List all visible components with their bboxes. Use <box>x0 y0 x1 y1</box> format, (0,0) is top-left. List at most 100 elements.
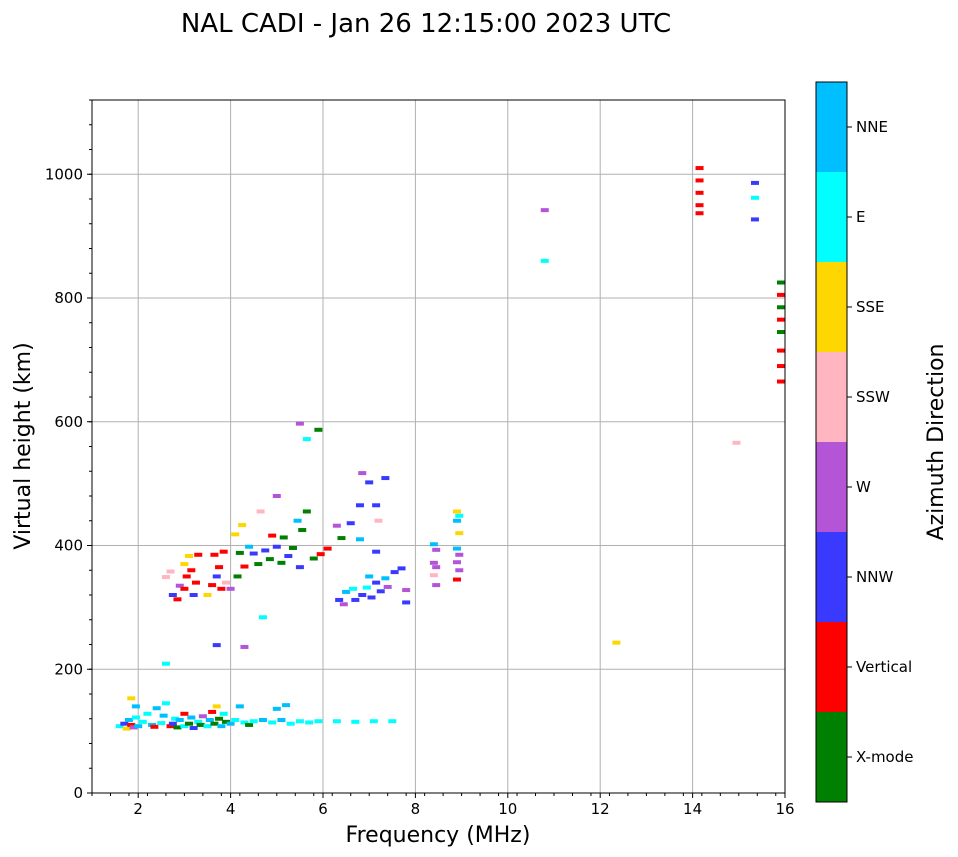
data-point <box>217 586 226 591</box>
data-point <box>272 494 281 498</box>
data-point <box>432 565 441 570</box>
data-point <box>695 211 704 216</box>
plot-frame <box>91 99 786 794</box>
grid-lines <box>92 100 786 793</box>
colorbar: X-mode Vertical NNW W SSW SSE E NNE <box>815 81 913 803</box>
data-point <box>189 726 198 731</box>
data-point <box>314 427 323 432</box>
data-point <box>309 556 318 561</box>
data-point <box>335 597 344 602</box>
data-point <box>355 503 364 508</box>
data-point <box>208 709 217 714</box>
axes: 2 4 6 8 10 12 14 16 0 200 400 600 800 1000 <box>45 99 795 818</box>
data-point <box>231 532 240 537</box>
data-point <box>194 552 203 557</box>
data-point <box>120 721 129 726</box>
data-point <box>166 569 175 574</box>
data-point <box>372 503 381 508</box>
data-point <box>365 480 374 485</box>
data-point <box>351 597 360 602</box>
data-point <box>314 719 323 724</box>
data-point <box>429 542 438 547</box>
data-point <box>358 471 367 476</box>
x-tick-label: 4 <box>226 800 236 818</box>
data-point <box>316 552 325 557</box>
data-point <box>185 554 194 559</box>
colorbar-segment <box>816 442 847 532</box>
x-tick-label: 14 <box>683 800 702 818</box>
data-point <box>180 711 189 716</box>
data-point <box>293 518 302 523</box>
data-point <box>240 720 249 725</box>
data-point <box>367 595 376 600</box>
x-tick-label: 8 <box>411 800 421 818</box>
colorbar-segment <box>816 82 847 172</box>
data-point <box>231 717 240 722</box>
data-point <box>282 703 291 708</box>
data-point <box>150 724 159 729</box>
data-point <box>205 717 214 722</box>
data-point <box>173 725 182 730</box>
data-point <box>203 593 212 597</box>
data-point <box>212 704 221 709</box>
data-point <box>175 717 184 722</box>
data-point <box>185 721 194 726</box>
data-point <box>777 292 785 297</box>
data-point <box>695 190 704 195</box>
data-point <box>295 719 304 724</box>
colorbar-frame <box>815 81 848 803</box>
data-point <box>171 716 180 721</box>
data-point <box>540 258 549 263</box>
data-point <box>258 615 267 620</box>
y-tick-label: 400 <box>54 537 83 555</box>
data-point <box>279 535 288 540</box>
data-point <box>272 544 281 549</box>
data-point <box>302 509 311 514</box>
data-point <box>157 721 166 726</box>
data-point <box>175 583 184 588</box>
data-point <box>221 580 230 585</box>
data-point <box>115 724 124 729</box>
data-point <box>429 573 438 578</box>
data-point <box>355 537 364 542</box>
data-point <box>332 523 341 528</box>
data-point <box>284 554 293 559</box>
data-point <box>187 715 196 720</box>
colorbar-tick-label: Vertical <box>856 658 912 676</box>
data-point <box>777 364 785 369</box>
x-tick-label: 16 <box>775 800 794 818</box>
colorbar-label: Azimuth Direction <box>924 343 949 540</box>
y-tick-label: 1000 <box>45 165 83 183</box>
x-tick-label: 12 <box>591 800 610 818</box>
data-point <box>402 588 411 593</box>
data-point <box>295 421 304 426</box>
data-point <box>750 195 759 200</box>
data-point <box>215 716 224 721</box>
data-point <box>208 583 217 588</box>
data-point <box>286 721 295 726</box>
data-point <box>124 717 133 722</box>
data-point <box>166 724 175 729</box>
colorbar-tick-label: E <box>856 208 865 226</box>
data-point <box>381 476 390 481</box>
data-point <box>210 721 219 726</box>
data-point <box>305 720 314 725</box>
data-point <box>295 565 304 570</box>
colorbar-segment <box>816 532 847 622</box>
colorbar-tick-label: NNE <box>856 118 888 136</box>
data-point <box>180 724 189 729</box>
data-point <box>332 719 341 724</box>
data-point <box>256 509 265 514</box>
data-point <box>455 513 464 518</box>
data-point <box>233 574 242 579</box>
colorbar-segment <box>816 262 847 352</box>
data-point <box>191 580 200 585</box>
data-point <box>397 566 406 571</box>
x-tick-label: 2 <box>133 800 143 818</box>
data-point <box>372 580 381 585</box>
data-point <box>272 706 281 711</box>
data-point <box>235 550 244 555</box>
data-point <box>432 547 441 552</box>
data-point <box>323 546 332 551</box>
x-axis-label: Frequency (MHz) <box>346 823 531 848</box>
